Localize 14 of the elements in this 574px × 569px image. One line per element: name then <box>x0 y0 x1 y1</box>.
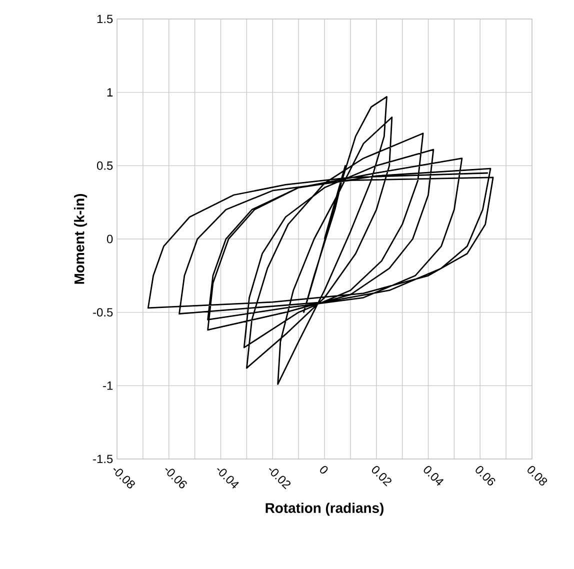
x-tick-label: 0.08 <box>528 466 548 486</box>
y-tick-label: -1 <box>103 382 113 390</box>
x-axis-title: Rotation (radians) <box>266 502 384 516</box>
y-tick-label: -0.5 <box>93 308 113 317</box>
y-tick-label: 1 <box>107 88 113 96</box>
x-tick-label: 0 <box>320 466 328 474</box>
y-axis-title: Moment (k-in) <box>74 194 88 284</box>
x-tick-label: 0.06 <box>476 466 496 486</box>
x-tick-label: 0.04 <box>424 466 444 486</box>
line-series <box>147 96 494 385</box>
y-tick-label: 0.5 <box>97 161 113 170</box>
y-tick-label: 1.5 <box>97 14 113 24</box>
y-tick-label: 0 <box>106 234 113 244</box>
y-tick-label: -1.5 <box>93 454 113 464</box>
